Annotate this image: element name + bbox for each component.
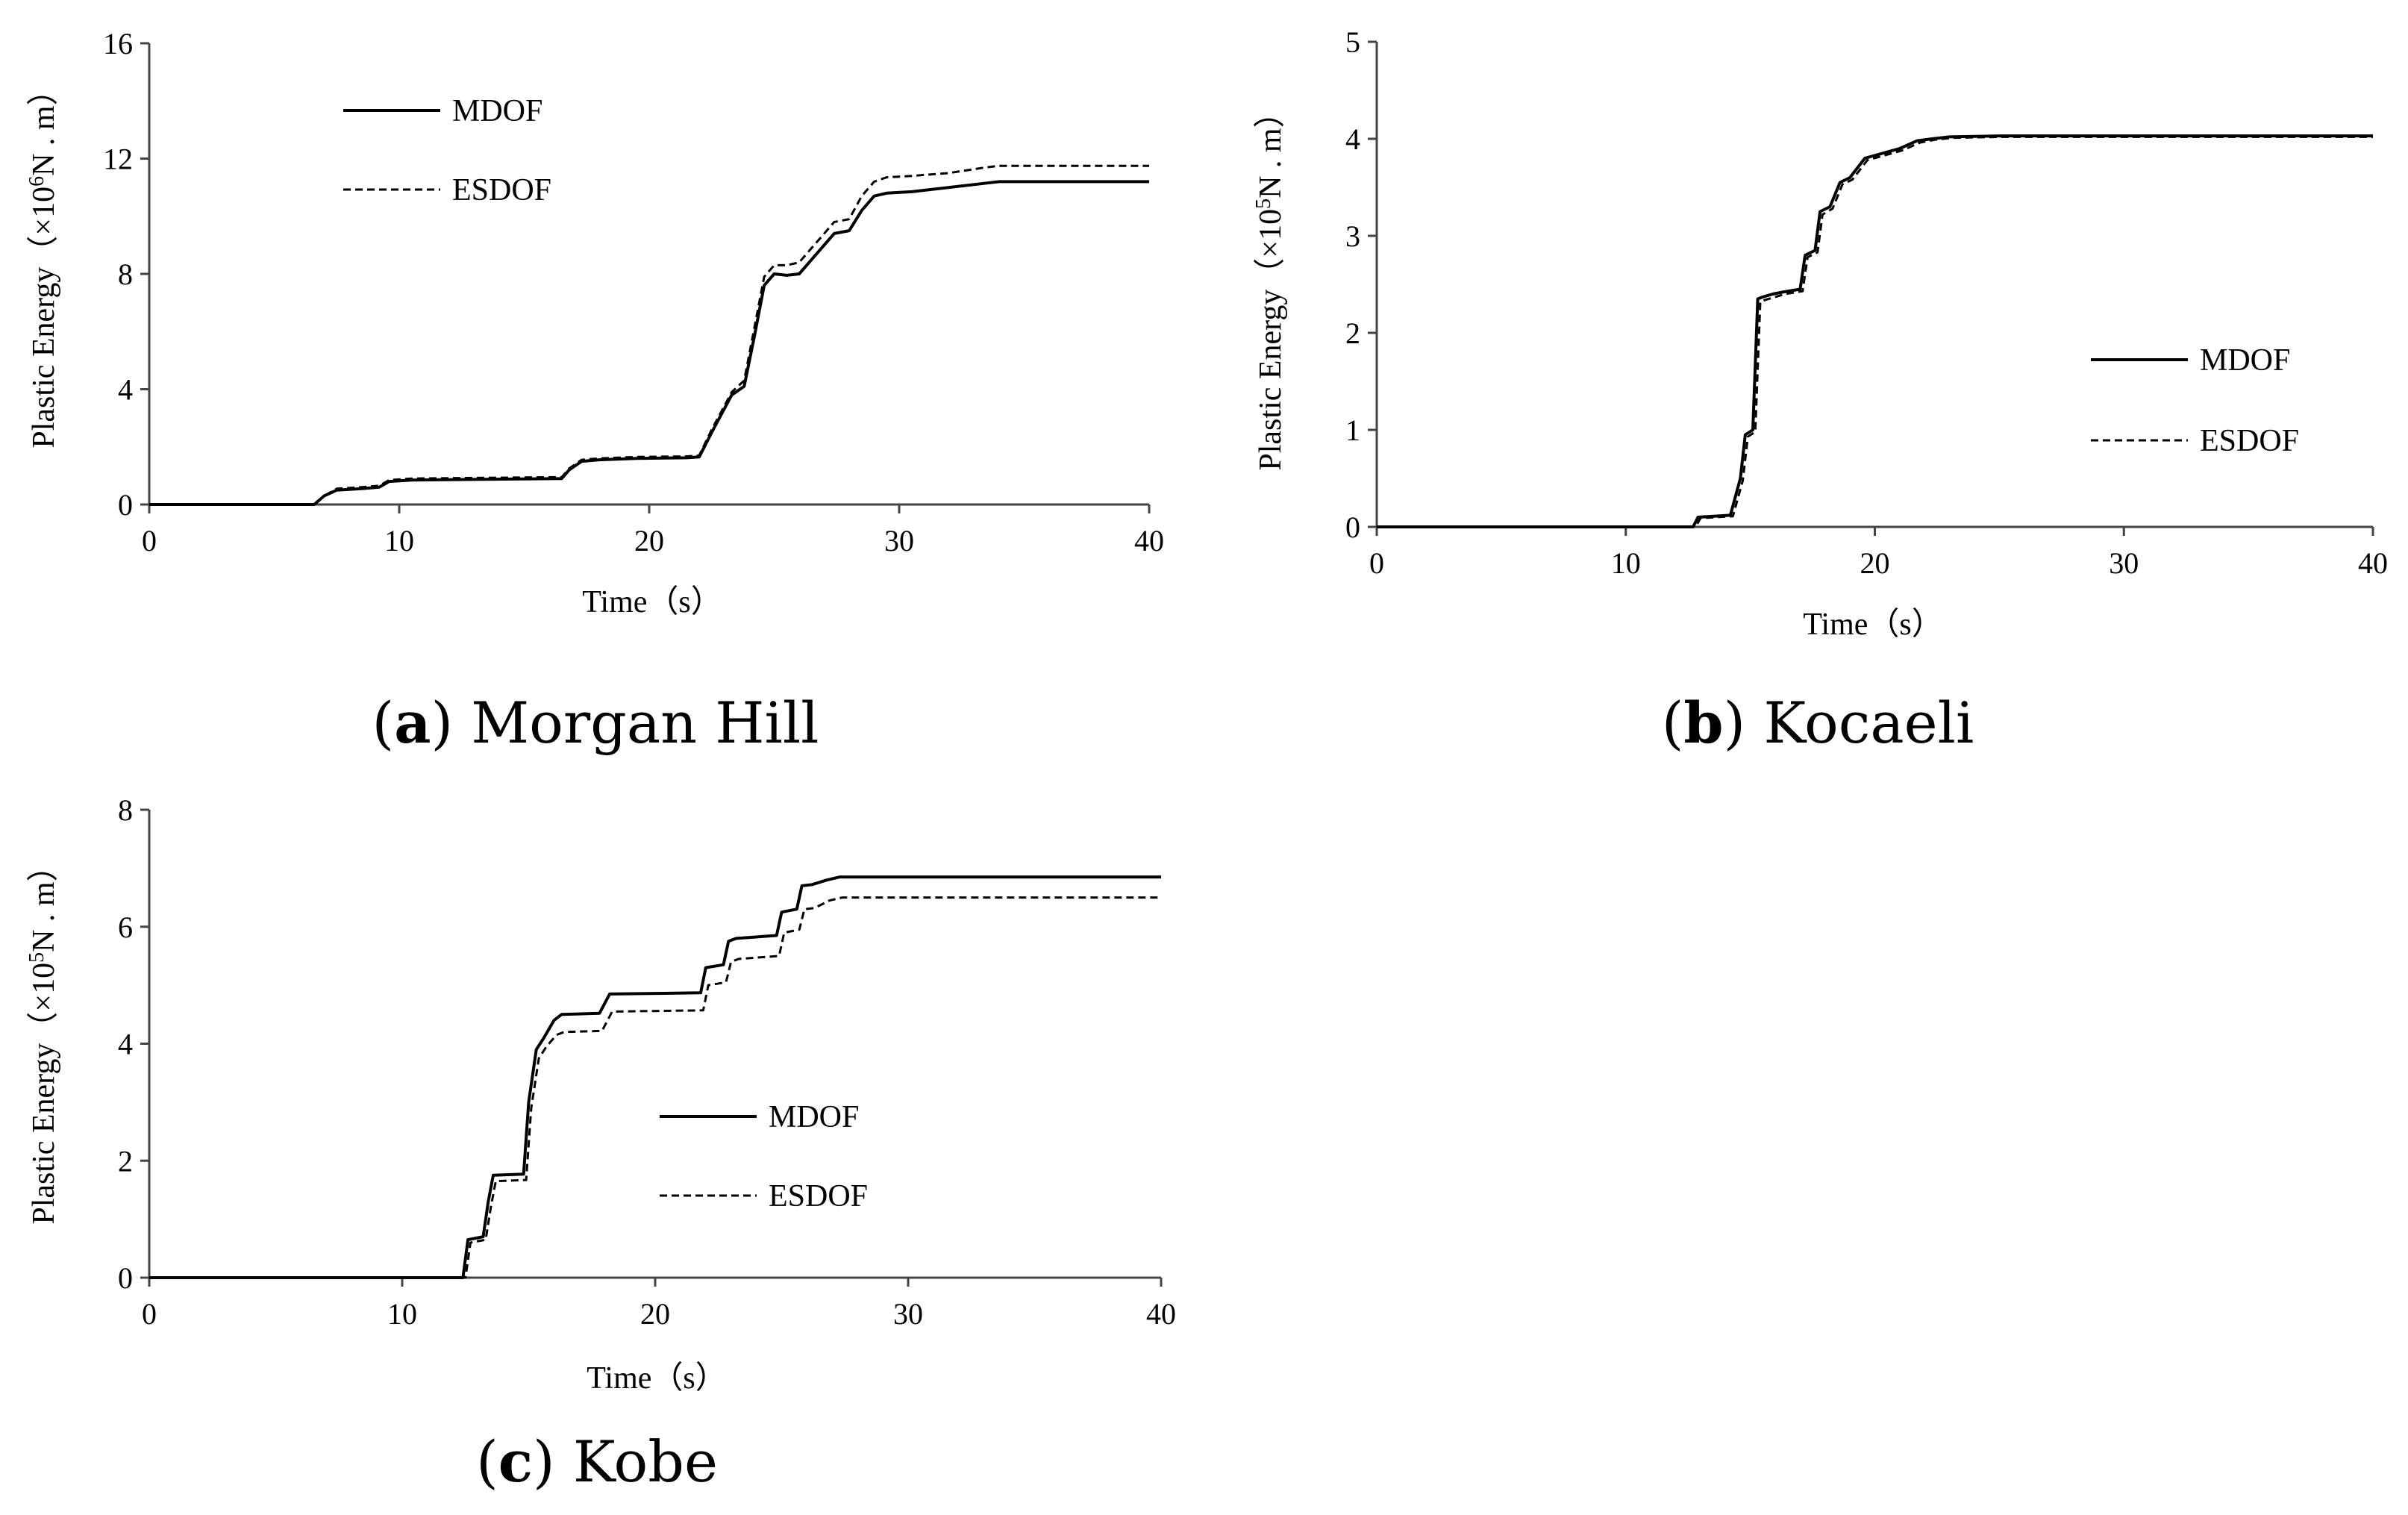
c-xlabel: Time（s）: [587, 1361, 727, 1396]
c-ylabel-suffix: N . m）: [27, 850, 61, 952]
a-ytick-label: 16: [103, 27, 133, 60]
c-legend-esdof-label: ESDOF: [769, 1179, 868, 1213]
b-ytick-label: 0: [1345, 510, 1360, 544]
b-xtick-label: 10: [1611, 546, 1641, 580]
a-series-mdof: [149, 180, 1149, 506]
b-ytick-label: 5: [1345, 25, 1360, 59]
b-xlabel: Time（s）: [1803, 607, 1943, 642]
b-ylabel-sup: 5: [1252, 199, 1275, 209]
c-caption-letter: c: [498, 1428, 533, 1495]
a-plot: 0 4 8 12 16 0 10 20 30 40: [103, 27, 1164, 557]
c-xtick-label: 40: [1146, 1297, 1176, 1331]
b-legend: MDOF ESDOF: [2091, 343, 2299, 458]
a-ylabel-prefix: Plastic Energy（×10: [27, 187, 61, 449]
c-xtick-label: 20: [640, 1297, 670, 1331]
b-ytick-label: 3: [1345, 219, 1360, 253]
a-ylabel-sup: 6: [25, 176, 49, 187]
a-ytick-label: 12: [103, 143, 133, 176]
b-ytick-label: 1: [1345, 413, 1360, 447]
a-ytick-label: 8: [118, 257, 133, 291]
c-ylabel: Plastic Energy（×105N . m）: [25, 850, 61, 1224]
b-xtick-label: 0: [1369, 546, 1384, 580]
a-ylabel-suffix: N . m）: [27, 74, 61, 176]
b-plot: 0 1 2 3 4 5 0 10 20 30 40: [1345, 25, 2388, 580]
c-plot: 0 2 4 6 8 0 10 20 30 40: [118, 793, 1176, 1331]
c-ytick-label: 2: [118, 1144, 133, 1178]
panel-a: Plastic Energy（×106N . m） Time（s） MDOF E…: [25, 74, 819, 756]
panel-c: Plastic Energy（×105N . m） Time（s） MDOF E…: [25, 850, 868, 1495]
a-legend: MDOF ESDOF: [343, 94, 551, 207]
a-ytick-label: 0: [118, 488, 133, 522]
panel-b: Plastic Energy（×105N . m） Time（s） MDOF E…: [1252, 96, 2299, 756]
c-legend: MDOF ESDOF: [660, 1100, 868, 1213]
b-caption-name: Kocaeli: [1763, 690, 1974, 756]
a-xtick-label: 20: [634, 524, 664, 557]
c-ytick-label: 0: [118, 1261, 133, 1295]
a-caption-letter: a: [394, 690, 431, 756]
c-caption: (c) Kobe: [476, 1428, 718, 1495]
a-xlabel: Time（s）: [582, 585, 722, 619]
b-xtick-label: 30: [2109, 546, 2139, 580]
c-series-mdof: [149, 875, 1161, 1279]
c-ylabel-prefix: Plastic Energy（×10: [27, 963, 61, 1225]
a-caption: (a) Morgan Hill: [372, 690, 819, 756]
c-ytick-label: 6: [118, 910, 133, 944]
a-xtick-label: 10: [384, 524, 414, 557]
c-caption-name: Kobe: [573, 1428, 718, 1495]
a-xtick-label: 30: [884, 524, 914, 557]
b-ylabel: Plastic Energy（×105N . m）: [1252, 96, 1288, 470]
a-legend-mdof-label: MDOF: [452, 94, 542, 128]
b-series-esdof: [1377, 135, 2373, 528]
a-xtick-label: 0: [142, 524, 157, 557]
c-series-esdof: [149, 896, 1161, 1279]
b-caption: (b) Kocaeli: [1662, 690, 1974, 756]
c-ytick-label: 8: [118, 793, 133, 827]
b-ytick-label: 2: [1345, 316, 1360, 350]
b-legend-esdof-label: ESDOF: [2200, 424, 2299, 458]
c-legend-mdof-label: MDOF: [769, 1100, 859, 1134]
b-ytick-label: 4: [1345, 122, 1360, 156]
a-legend-esdof-label: ESDOF: [452, 173, 551, 207]
b-caption-letter: b: [1683, 690, 1723, 756]
b-ylabel-prefix: Plastic Energy（×10: [1254, 209, 1288, 471]
c-xtick-label: 30: [893, 1297, 923, 1331]
a-ylabel: Plastic Energy（×106N . m）: [25, 74, 61, 448]
b-xtick-label: 40: [2358, 546, 2388, 580]
c-xtick-label: 0: [142, 1297, 157, 1331]
a-xtick-label: 40: [1134, 524, 1164, 557]
b-series-mdof: [1377, 134, 2373, 528]
c-ylabel-sup: 5: [25, 952, 49, 963]
b-legend-mdof-label: MDOF: [2200, 343, 2290, 378]
a-series-esdof: [149, 164, 1149, 506]
c-xtick-label: 10: [387, 1297, 417, 1331]
a-ytick-label: 4: [118, 373, 133, 407]
b-ylabel-suffix: N . m）: [1254, 96, 1288, 199]
a-caption-name: Morgan Hill: [471, 690, 819, 756]
b-xtick-label: 20: [1860, 546, 1890, 580]
c-ytick-label: 4: [118, 1028, 133, 1061]
